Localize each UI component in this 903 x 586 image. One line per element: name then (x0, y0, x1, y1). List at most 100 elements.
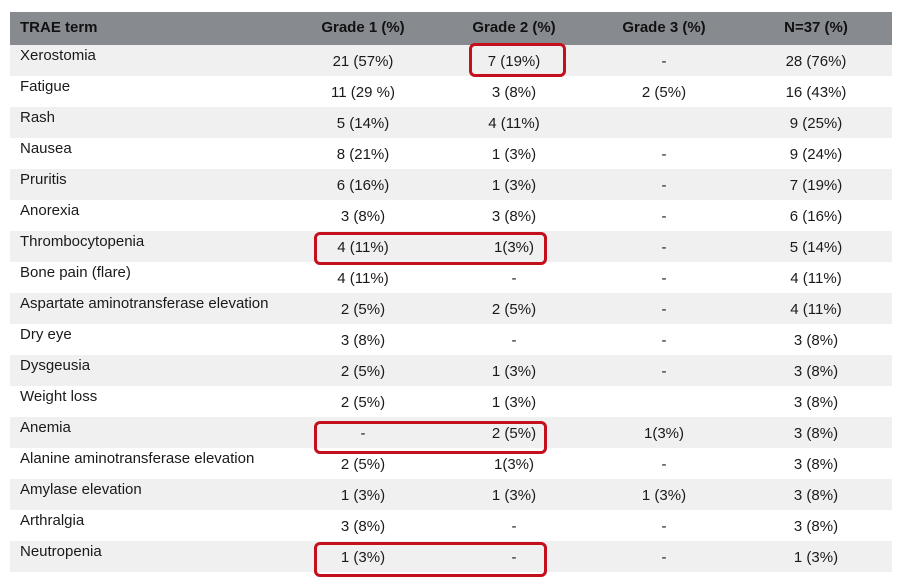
cell-total: 1 (3%) (793, 549, 839, 566)
cell-grade-3: - (661, 239, 667, 256)
table-row: Pruritis 6 (16%) 1 (3%) - 7 (19%) (10, 169, 892, 200)
cell-grade-1: - (360, 425, 366, 442)
cell-term: Bone pain (flare) (20, 264, 131, 281)
table-row: Amylase elevation 1 (3%) 1 (3%) 1 (3%) 3 (8%… (10, 479, 892, 510)
cell-total: 4 (11%) (790, 270, 842, 287)
cell-grade-2: 7 (19%) (487, 53, 541, 70)
cell-term: Fatigue (20, 78, 71, 95)
table-row: Xerostomia 21 (57%) 7 (19%) - 28 (76%) (10, 45, 892, 76)
header-grade-1: Grade 1 (%) (321, 19, 405, 36)
cell-grade-1: 21 (57%) (332, 53, 394, 70)
table-row: Weight loss 2 (5%) 1 (3%) 3 (8%) (10, 386, 892, 417)
cell-term: Nausea (20, 140, 72, 157)
cell-grade-1: 8 (21%) (336, 146, 390, 163)
cell-total: 3 (8%) (793, 332, 839, 349)
cell-grade-1: 3 (8%) (340, 332, 386, 349)
cell-term: Amylase elevation (20, 481, 142, 498)
cell-total: 3 (8%) (793, 425, 839, 442)
cell-total: 3 (8%) (793, 456, 839, 473)
cell-term: Rash (20, 109, 56, 126)
cell-term: Anorexia (20, 202, 80, 219)
cell-grade-2: 2 (5%) (491, 301, 537, 318)
cell-total: 3 (8%) (793, 363, 839, 380)
cell-grade-1: 4 (11%) (337, 270, 389, 287)
header-grade-2: Grade 2 (%) (472, 19, 556, 36)
cell-total: 3 (8%) (793, 518, 839, 535)
table-row: Dry eye 3 (8%) - - 3 (8%) (10, 324, 892, 355)
cell-term: Weight loss (20, 388, 98, 405)
cell-term: Dysgeusia (20, 357, 91, 374)
table-row: Arthralgia 3 (8%) - - 3 (8%) (10, 510, 892, 541)
cell-grade-1: 2 (5%) (340, 394, 386, 411)
header-grade-3: Grade 3 (%) (622, 19, 706, 36)
cell-grade-3: - (661, 456, 667, 473)
table-row: Anorexia 3 (8%) 3 (8%) - 6 (16%) (10, 200, 892, 231)
cell-total: 4 (11%) (790, 301, 842, 318)
cell-total: 16 (43%) (785, 84, 847, 101)
cell-term: Aspartate aminotransferase elevation (20, 295, 269, 312)
cell-grade-2: 1 (3%) (491, 146, 537, 163)
table-row: Fatigue 11 (29 %) 3 (8%) 2 (5%) 16 (43%) (10, 76, 892, 107)
cell-term: Thrombocytopenia (20, 233, 145, 250)
cell-total: 9 (25%) (789, 115, 843, 132)
cell-term: Anemia (20, 419, 71, 436)
table-row: Bone pain (flare) 4 (11%) - - 4 (11%) (10, 262, 892, 293)
cell-grade-1: 4 (11%) (337, 239, 389, 256)
table-row: Thrombocytopenia 4 (11%) 1(3%) - 5 (14%) (10, 231, 892, 262)
cell-grade-3: - (661, 549, 667, 566)
table-row: Alanine aminotransferase elevation 2 (5%)… (10, 448, 892, 479)
header-trae-term: TRAE term (20, 19, 98, 36)
cell-total: 6 (16%) (789, 208, 843, 225)
cell-total: 3 (8%) (793, 394, 839, 411)
cell-grade-3: - (661, 53, 667, 70)
cell-term: Alanine aminotransferase elevation (20, 450, 255, 467)
cell-grade-3: 1(3%) (643, 425, 685, 442)
cell-grade-1: 1 (3%) (340, 549, 386, 566)
cell-grade-3: - (661, 332, 667, 349)
cell-total: 7 (19%) (789, 177, 843, 194)
cell-grade-3: - (661, 518, 667, 535)
cell-grade-2: 1 (3%) (491, 363, 537, 380)
cell-grade-3: - (661, 363, 667, 380)
cell-term: Xerostomia (20, 47, 96, 64)
cell-grade-2: 3 (8%) (491, 208, 537, 225)
cell-grade-2: 1 (3%) (491, 177, 537, 194)
cell-grade-2: 1 (3%) (491, 487, 537, 504)
table-header-row: TRAE term Grade 1 (%) Grade 2 (%) Grade … (10, 12, 892, 45)
cell-grade-3: 2 (5%) (641, 84, 687, 101)
cell-grade-2: 1 (3%) (491, 394, 537, 411)
cell-grade-2: - (511, 518, 517, 535)
cell-grade-2: - (511, 332, 517, 349)
table-row: Aspartate aminotransferase elevation 2 (5… (10, 293, 892, 324)
cell-grade-2: 4 (11%) (488, 115, 540, 132)
table-row: Neutropenia 1 (3%) - - 1 (3%) (10, 541, 892, 572)
cell-grade-1: 2 (5%) (340, 456, 386, 473)
cell-term: Arthralgia (20, 512, 85, 529)
cell-grade-1: 6 (16%) (336, 177, 390, 194)
cell-grade-3: - (661, 301, 667, 318)
cell-total: 3 (8%) (793, 487, 839, 504)
cell-total: 28 (76%) (785, 53, 847, 70)
cell-grade-1: 2 (5%) (340, 301, 386, 318)
cell-grade-2: 1(3%) (493, 456, 535, 473)
cell-grade-2: 3 (8%) (491, 84, 537, 101)
cell-grade-1: 1 (3%) (340, 487, 386, 504)
table-row: Nausea 8 (21%) 1 (3%) - 9 (24%) (10, 138, 892, 169)
cell-grade-1: 5 (14%) (336, 115, 390, 132)
cell-grade-1: 3 (8%) (340, 518, 386, 535)
cell-grade-3: - (661, 270, 667, 287)
adverse-events-table: TRAE term Grade 1 (%) Grade 2 (%) Grade … (10, 12, 892, 572)
cell-grade-3: - (661, 208, 667, 225)
table-row: Dysgeusia 2 (5%) 1 (3%) - 3 (8%) (10, 355, 892, 386)
cell-total: 5 (14%) (789, 239, 843, 256)
cell-grade-2: 2 (5%) (491, 425, 537, 442)
cell-grade-3: 1 (3%) (641, 487, 687, 504)
cell-grade-1: 2 (5%) (340, 363, 386, 380)
cell-grade-1: 11 (29 %) (331, 84, 395, 101)
cell-term: Dry eye (20, 326, 72, 343)
table-body: Xerostomia 21 (57%) 7 (19%) - 28 (76%) Fatigu… (10, 45, 892, 572)
table-row: Rash 5 (14%) 4 (11%) 9 (25%) (10, 107, 892, 138)
cell-term: Pruritis (20, 171, 67, 188)
cell-grade-1: 3 (8%) (340, 208, 386, 225)
cell-grade-3: - (661, 177, 667, 194)
